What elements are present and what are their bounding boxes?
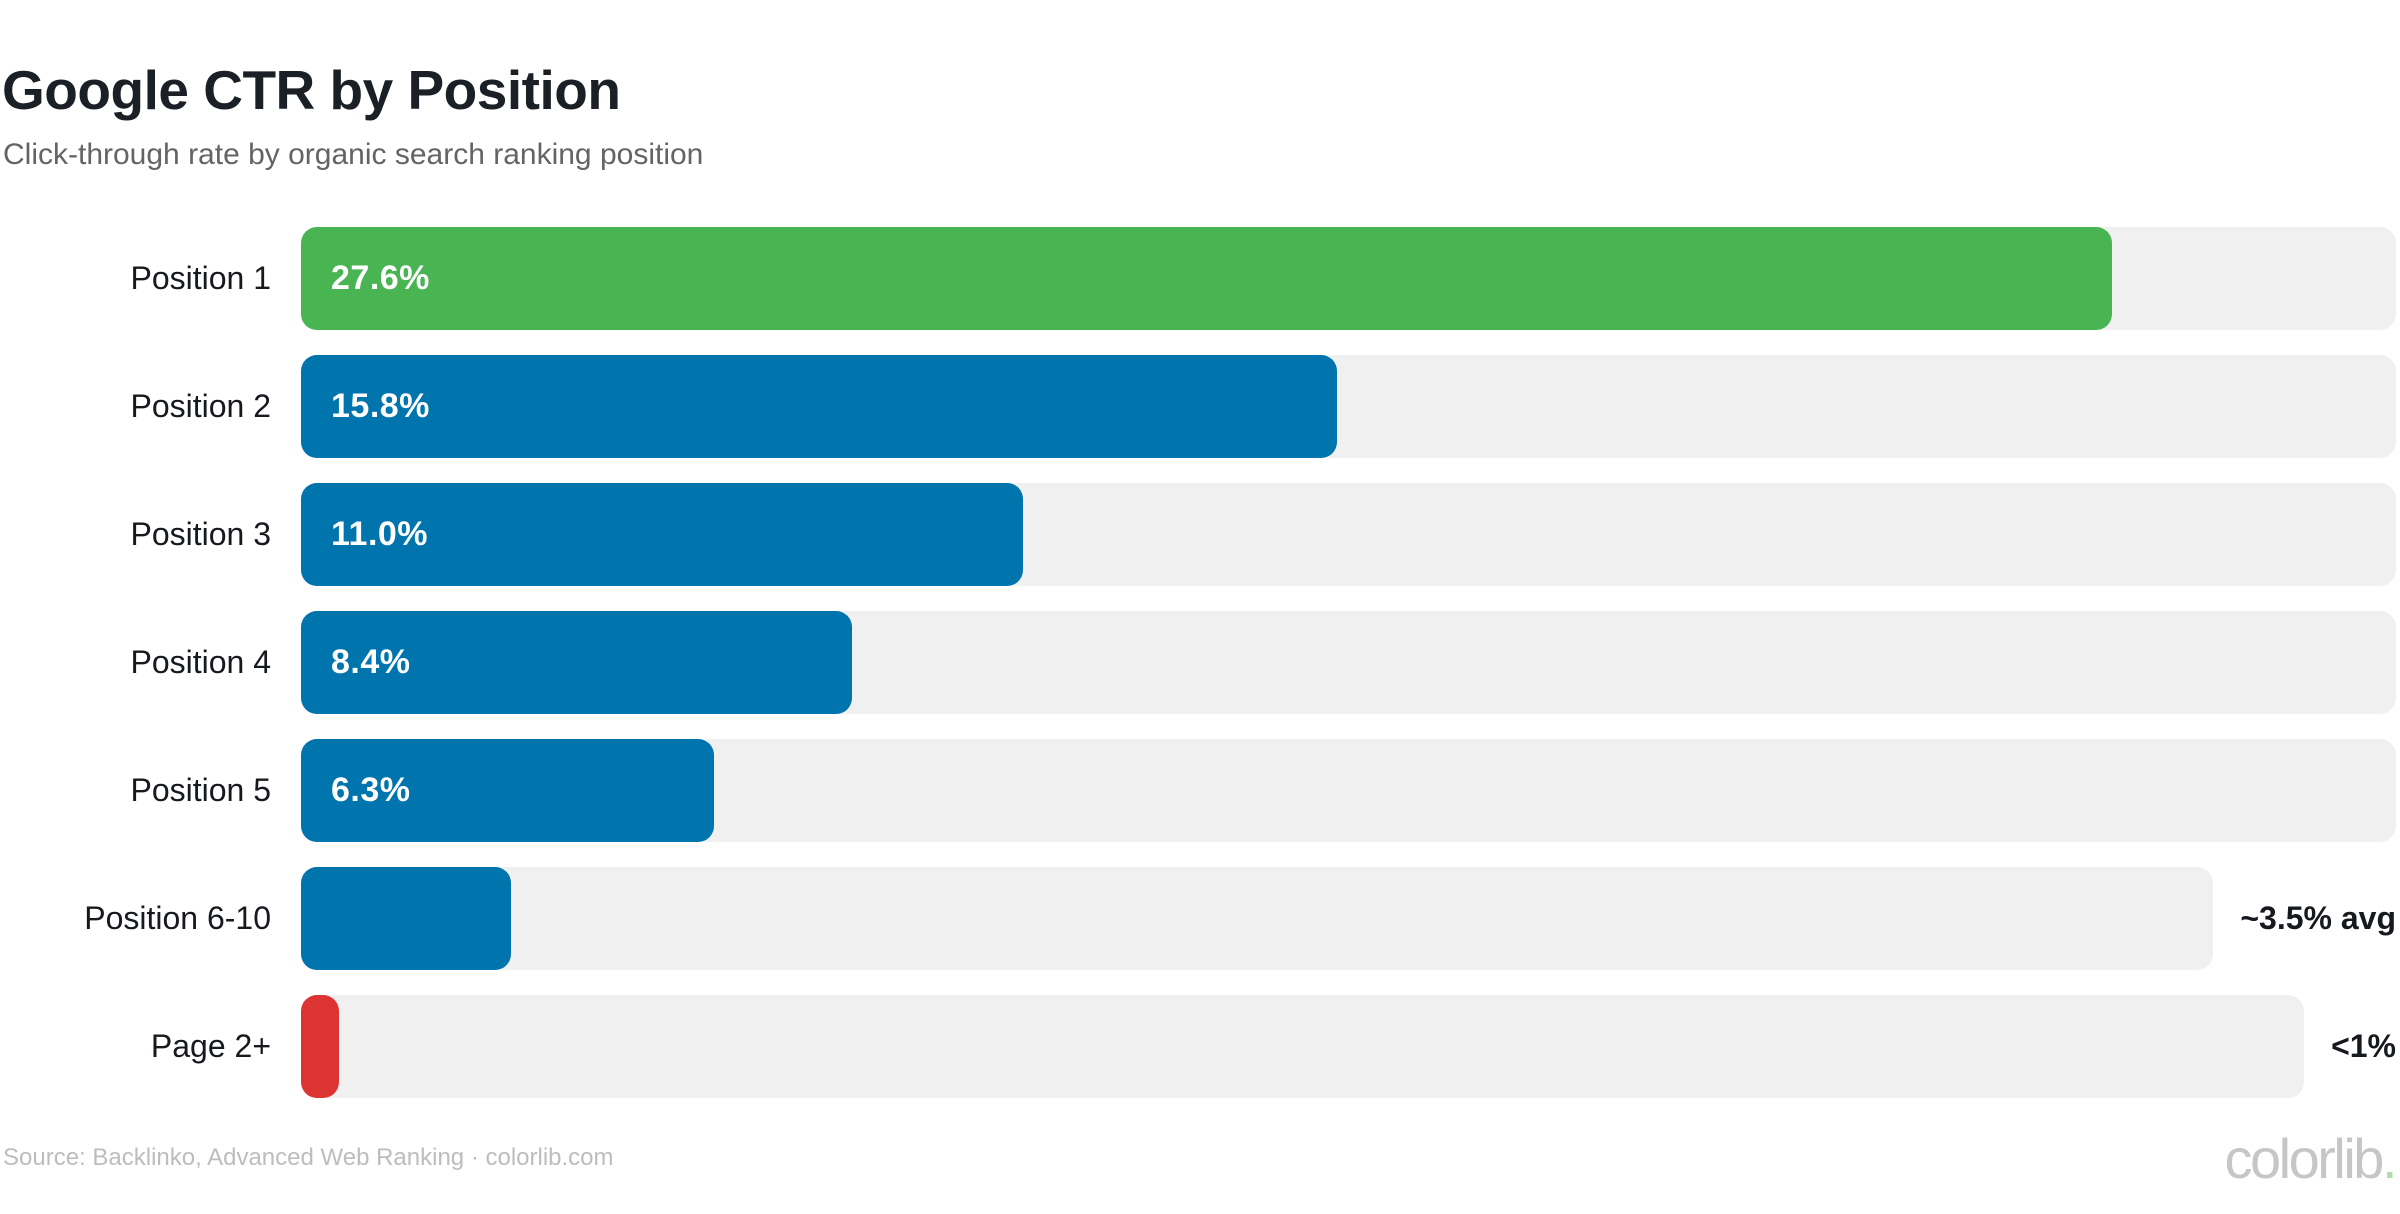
page-subtitle: Click-through rate by organic search ran…	[3, 138, 704, 171]
bar-value-label: 6.3%	[331, 771, 411, 809]
chart-row: Position 1 27.6%	[0, 227, 2396, 330]
colorlib-logo-dot: .	[2381, 1127, 2398, 1190]
source-note: Source: Backlinko, Advanced Web Ranking …	[3, 1144, 614, 1171]
category-label: Position 6-10	[84, 900, 271, 936]
bar-track: 8.4%	[301, 611, 2396, 714]
bar-fill: 15.8%	[301, 355, 1337, 458]
category-label: Position 4	[130, 644, 271, 680]
bar-fill	[301, 867, 511, 970]
chart-row: Position 2 15.8%	[0, 355, 2396, 458]
bar-fill: 27.6%	[301, 227, 2112, 330]
bar-value-label: 8.4%	[331, 643, 411, 681]
bar-track: 27.6%	[301, 227, 2396, 330]
bar-annotation: <1%	[2331, 1028, 2396, 1064]
bar-track: 15.8%	[301, 355, 2396, 458]
bar-fill: 6.3%	[301, 739, 714, 842]
chart-row: Position 6-10 ~3.5% avg	[0, 867, 2396, 970]
colorlib-logo-text: colorlib	[2224, 1127, 2385, 1190]
bar-fill: 11.0%	[301, 483, 1023, 586]
chart-row: Position 5 6.3%	[0, 739, 2396, 842]
chart-row: Position 3 11.0%	[0, 483, 2396, 586]
category-label: Position 5	[130, 772, 271, 808]
bar-value-label: 11.0%	[331, 515, 429, 553]
category-label: Position 1	[130, 260, 271, 296]
bar-value-label: 15.8%	[331, 387, 430, 425]
bar-track: 6.3%	[301, 739, 2396, 842]
bar-track	[301, 867, 2214, 970]
bar-track	[301, 995, 2305, 1098]
category-label: Position 3	[130, 516, 271, 552]
bar-annotation: ~3.5% avg	[2240, 900, 2396, 936]
bar-track: 11.0%	[301, 483, 2396, 586]
chart-row: Page 2+ <1%	[0, 995, 2396, 1098]
category-label: Position 2	[130, 388, 271, 424]
colorlib-logo: colorlib.	[2225, 1131, 2398, 1187]
ctr-bar-chart: Position 1 27.6% Position 2 15.8% Positi…	[0, 227, 2396, 1123]
bar-value-label: 27.6%	[331, 259, 430, 297]
chart-row: Position 4 8.4%	[0, 611, 2396, 714]
bar-fill	[301, 995, 339, 1098]
page-title: Google CTR by Position	[2, 59, 621, 121]
category-label: Page 2+	[150, 1028, 271, 1064]
bar-fill: 8.4%	[301, 611, 852, 714]
